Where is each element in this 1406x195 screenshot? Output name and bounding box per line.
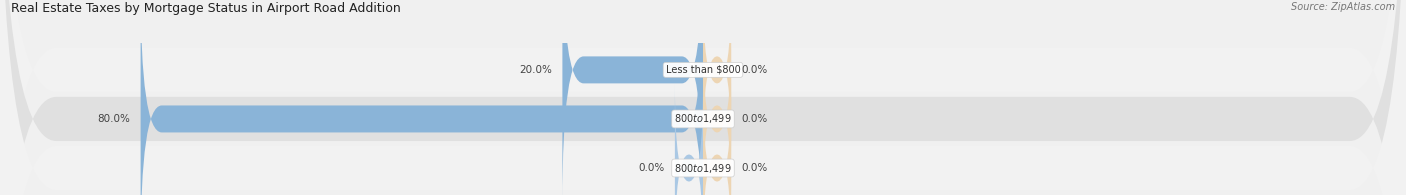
Text: 0.0%: 0.0% — [742, 114, 768, 124]
FancyBboxPatch shape — [562, 0, 703, 195]
FancyBboxPatch shape — [703, 83, 731, 195]
Text: 20.0%: 20.0% — [519, 65, 551, 75]
FancyBboxPatch shape — [141, 0, 703, 195]
Text: $800 to $1,499: $800 to $1,499 — [675, 161, 731, 175]
Text: Less than $800: Less than $800 — [665, 65, 741, 75]
FancyBboxPatch shape — [703, 0, 731, 154]
Text: Source: ZipAtlas.com: Source: ZipAtlas.com — [1291, 2, 1395, 12]
Text: 80.0%: 80.0% — [97, 114, 129, 124]
Text: Real Estate Taxes by Mortgage Status in Airport Road Addition: Real Estate Taxes by Mortgage Status in … — [11, 2, 401, 15]
FancyBboxPatch shape — [675, 83, 703, 195]
FancyBboxPatch shape — [703, 34, 731, 195]
Text: 0.0%: 0.0% — [742, 65, 768, 75]
Text: 0.0%: 0.0% — [742, 163, 768, 173]
Text: $800 to $1,499: $800 to $1,499 — [675, 113, 731, 125]
Text: 0.0%: 0.0% — [638, 163, 665, 173]
